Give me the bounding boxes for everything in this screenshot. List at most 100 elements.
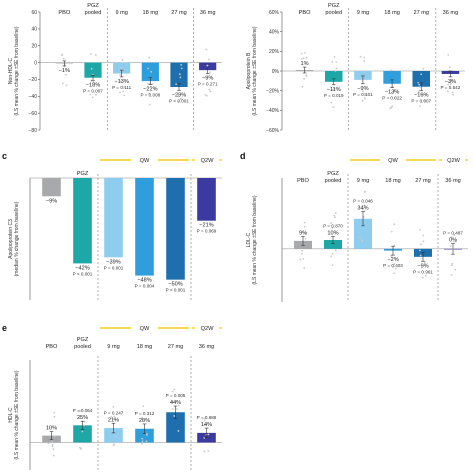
- individual-point: [418, 105, 421, 108]
- column-header: 9 mg: [357, 10, 369, 16]
- individual-point: [121, 59, 124, 61]
- individual-point: [330, 222, 332, 225]
- individual-point: [51, 443, 54, 446]
- column-header: PBO: [58, 10, 70, 16]
- bar-18-mg: [135, 428, 154, 443]
- individual-point: [180, 63, 183, 66]
- column-header: 27 mg: [415, 178, 431, 184]
- individual-point: [334, 70, 337, 72]
- y-tick-label: −40: [29, 94, 38, 100]
- p-value-label: P = 0.022: [382, 96, 402, 101]
- value-label: −1%: [59, 68, 70, 74]
- p-value-label: P = 0.686: [197, 415, 217, 420]
- value-label: −13%: [114, 79, 128, 85]
- individual-point: [446, 90, 449, 92]
- individual-point: [52, 448, 55, 451]
- p-value-label: P < 0.001: [166, 288, 186, 293]
- individual-point: [150, 70, 153, 73]
- individual-point: [79, 417, 81, 419]
- individual-point: [51, 440, 53, 443]
- y-tick-label: 40%: [269, 29, 280, 35]
- bar-9-mg: [354, 218, 372, 249]
- value-label: −9%: [357, 86, 368, 92]
- individual-point: [148, 56, 151, 59]
- individual-point: [301, 249, 304, 252]
- individual-point: [451, 264, 453, 267]
- value-label: 44%: [170, 400, 181, 406]
- individual-point: [359, 55, 362, 58]
- y-axis-label: HDL-C: [8, 407, 14, 423]
- individual-point: [173, 388, 176, 391]
- bar-18-mg: [383, 71, 401, 84]
- bar-pbo: [42, 178, 61, 197]
- p-value-label: P = 0.542: [441, 85, 461, 90]
- individual-point: [393, 97, 396, 99]
- individual-point: [390, 106, 393, 109]
- individual-point: [418, 90, 420, 93]
- individual-point: [65, 84, 68, 87]
- y-axis-label: Apolipoprotein B: [246, 52, 252, 89]
- individual-point: [331, 264, 334, 267]
- p-value-label: P = 0.008: [140, 92, 160, 97]
- p-value-label: P = 0.312: [135, 411, 155, 416]
- individual-point: [177, 100, 180, 103]
- individual-point: [334, 249, 337, 252]
- individual-point: [53, 435, 56, 438]
- individual-point: [419, 86, 422, 88]
- y-tick-label: −60%: [266, 128, 279, 134]
- individual-point: [304, 52, 306, 54]
- individual-point: [390, 92, 393, 95]
- individual-point: [173, 415, 176, 417]
- individual-point: [141, 437, 144, 440]
- column-header: 27 mg: [168, 344, 184, 350]
- individual-point: [391, 105, 394, 108]
- individual-point: [141, 416, 143, 419]
- individual-point: [333, 214, 336, 217]
- individual-point: [203, 437, 206, 439]
- individual-point: [392, 266, 395, 269]
- individual-point: [332, 106, 335, 108]
- bar-36-mg: [197, 178, 216, 221]
- individual-point: [451, 262, 454, 265]
- individual-point: [447, 83, 450, 86]
- individual-point: [450, 273, 453, 276]
- value-label: −9%: [417, 263, 428, 269]
- individual-point: [424, 261, 426, 264]
- individual-point: [209, 90, 212, 93]
- individual-point: [203, 419, 206, 422]
- y-axis-label: (LS mean % change ±SE from baseline): [14, 370, 20, 460]
- q2w-label: Q2W: [201, 158, 214, 164]
- column-header: 36 mg: [199, 344, 215, 350]
- individual-point: [123, 94, 126, 97]
- qw-label: QW: [140, 158, 150, 164]
- individual-point: [422, 93, 425, 96]
- individual-point: [90, 53, 93, 55]
- y-axis-label: (median % change from baseline): [14, 201, 20, 276]
- p-value-label: P = 0.271: [198, 82, 218, 87]
- p-value-label: P = 0.019: [324, 93, 344, 98]
- individual-point: [330, 101, 333, 104]
- column-header-sub: pooled: [325, 178, 342, 184]
- individual-point: [94, 54, 97, 56]
- individual-point: [452, 93, 455, 96]
- individual-point: [363, 60, 366, 62]
- value-label: 14%: [201, 422, 212, 428]
- column-header: 9 mg: [115, 10, 127, 16]
- individual-point: [209, 71, 211, 74]
- individual-point: [422, 234, 425, 237]
- bar-pgz-pooled: [84, 62, 102, 78]
- individual-point: [417, 81, 420, 84]
- individual-point: [422, 240, 425, 243]
- individual-point: [205, 94, 208, 97]
- q2w-label: Q2W: [447, 158, 460, 164]
- individual-point: [420, 243, 422, 246]
- column-header: PGZ: [327, 171, 339, 177]
- bar-27-mg: [412, 71, 430, 87]
- column-header: 18 mg: [143, 10, 159, 16]
- column-header: PGZ: [77, 337, 89, 343]
- individual-point: [141, 440, 144, 443]
- column-header: 18 mg: [137, 344, 153, 350]
- individual-point: [112, 418, 115, 421]
- individual-point: [177, 95, 180, 98]
